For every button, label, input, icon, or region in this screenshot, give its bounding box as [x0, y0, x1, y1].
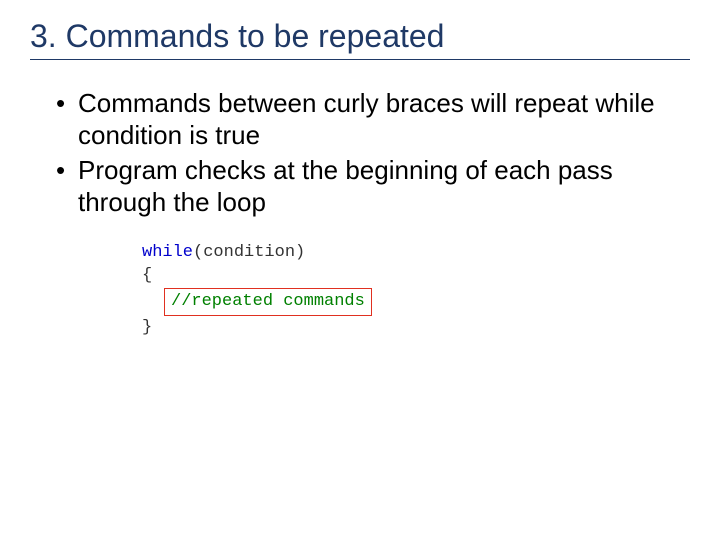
bullet-list: Commands between curly braces will repea… [30, 88, 690, 219]
open-paren: ( [193, 243, 203, 262]
slide: 3. Commands to be repeated Commands betw… [0, 0, 720, 540]
bullet-item: Commands between curly braces will repea… [60, 88, 690, 151]
code-snippet: while(condition) { //repeated commands } [142, 241, 690, 340]
code-comment-highlight: //repeated commands [164, 288, 372, 316]
close-brace: } [142, 318, 152, 337]
bullet-item: Program checks at the beginning of each … [60, 155, 690, 218]
code-line-1: while(condition) [142, 241, 690, 265]
slide-title: 3. Commands to be repeated [30, 18, 690, 60]
open-brace: { [142, 266, 152, 285]
code-line-2: { [142, 264, 690, 288]
code-keyword: while [142, 243, 193, 262]
code-line-4: } [142, 316, 690, 340]
close-paren: ) [295, 243, 305, 262]
code-condition: condition [203, 243, 295, 262]
code-line-3: //repeated commands [142, 288, 690, 316]
